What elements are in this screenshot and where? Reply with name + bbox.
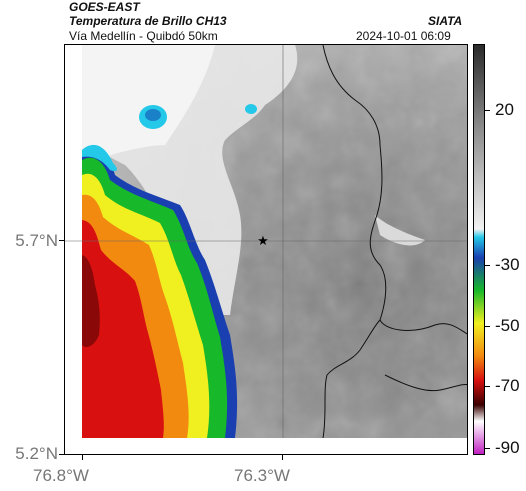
- border-line-south: [322, 319, 381, 439]
- lon-tick-label: 76.8°W: [33, 466, 89, 485]
- lat-tick-mark: [59, 454, 64, 455]
- blue-blob-core: [145, 109, 161, 121]
- colorbar-tick: [485, 110, 490, 111]
- bright-cloud-core: [82, 45, 215, 165]
- colorbar-label: 20: [495, 100, 514, 119]
- lat-tick-mark: [59, 240, 64, 241]
- star-icon: ★: [257, 233, 269, 248]
- brightness-temperature-map: ★: [65, 45, 467, 454]
- region-subtitle: Vía Medellín - Quibdó 50km: [69, 29, 218, 43]
- cold-darkred-core: [82, 255, 100, 347]
- light-patch: [375, 215, 425, 246]
- border-line-southeast: [384, 374, 467, 392]
- colorbar-label: -90: [495, 438, 520, 457]
- colorbar: [473, 44, 485, 455]
- map-panel: ★: [64, 44, 468, 455]
- colorbar-tick: [485, 386, 490, 387]
- small-cyan-blob: [245, 104, 257, 114]
- cold-red-band: [82, 220, 164, 438]
- colorbar-tick: [485, 448, 490, 449]
- satellite-title: GOES-EAST: [69, 0, 140, 14]
- product-title: Temperatura de Brillo CH13: [69, 14, 227, 28]
- lon-tick-mark: [82, 455, 83, 460]
- colorbar-tick: [485, 326, 490, 327]
- lat-tick-label: 5.2°N: [15, 444, 58, 463]
- colorbar-label: -70: [495, 376, 520, 395]
- colorbar-label: -50: [495, 316, 520, 335]
- lon-tick-mark: [282, 455, 283, 460]
- lon-tick-label: 76.3°W: [234, 466, 290, 485]
- bottom-margin: [65, 438, 467, 454]
- datetime-label: 2024-10-01 06:09: [356, 29, 451, 43]
- lat-tick-label: 5.7°N: [15, 231, 58, 250]
- border-line-east: [322, 45, 467, 335]
- cyan-rim: [82, 144, 117, 172]
- colorbar-label: -30: [495, 255, 520, 274]
- source-label: SIATA: [428, 14, 463, 28]
- colorbar-tick: [485, 265, 490, 266]
